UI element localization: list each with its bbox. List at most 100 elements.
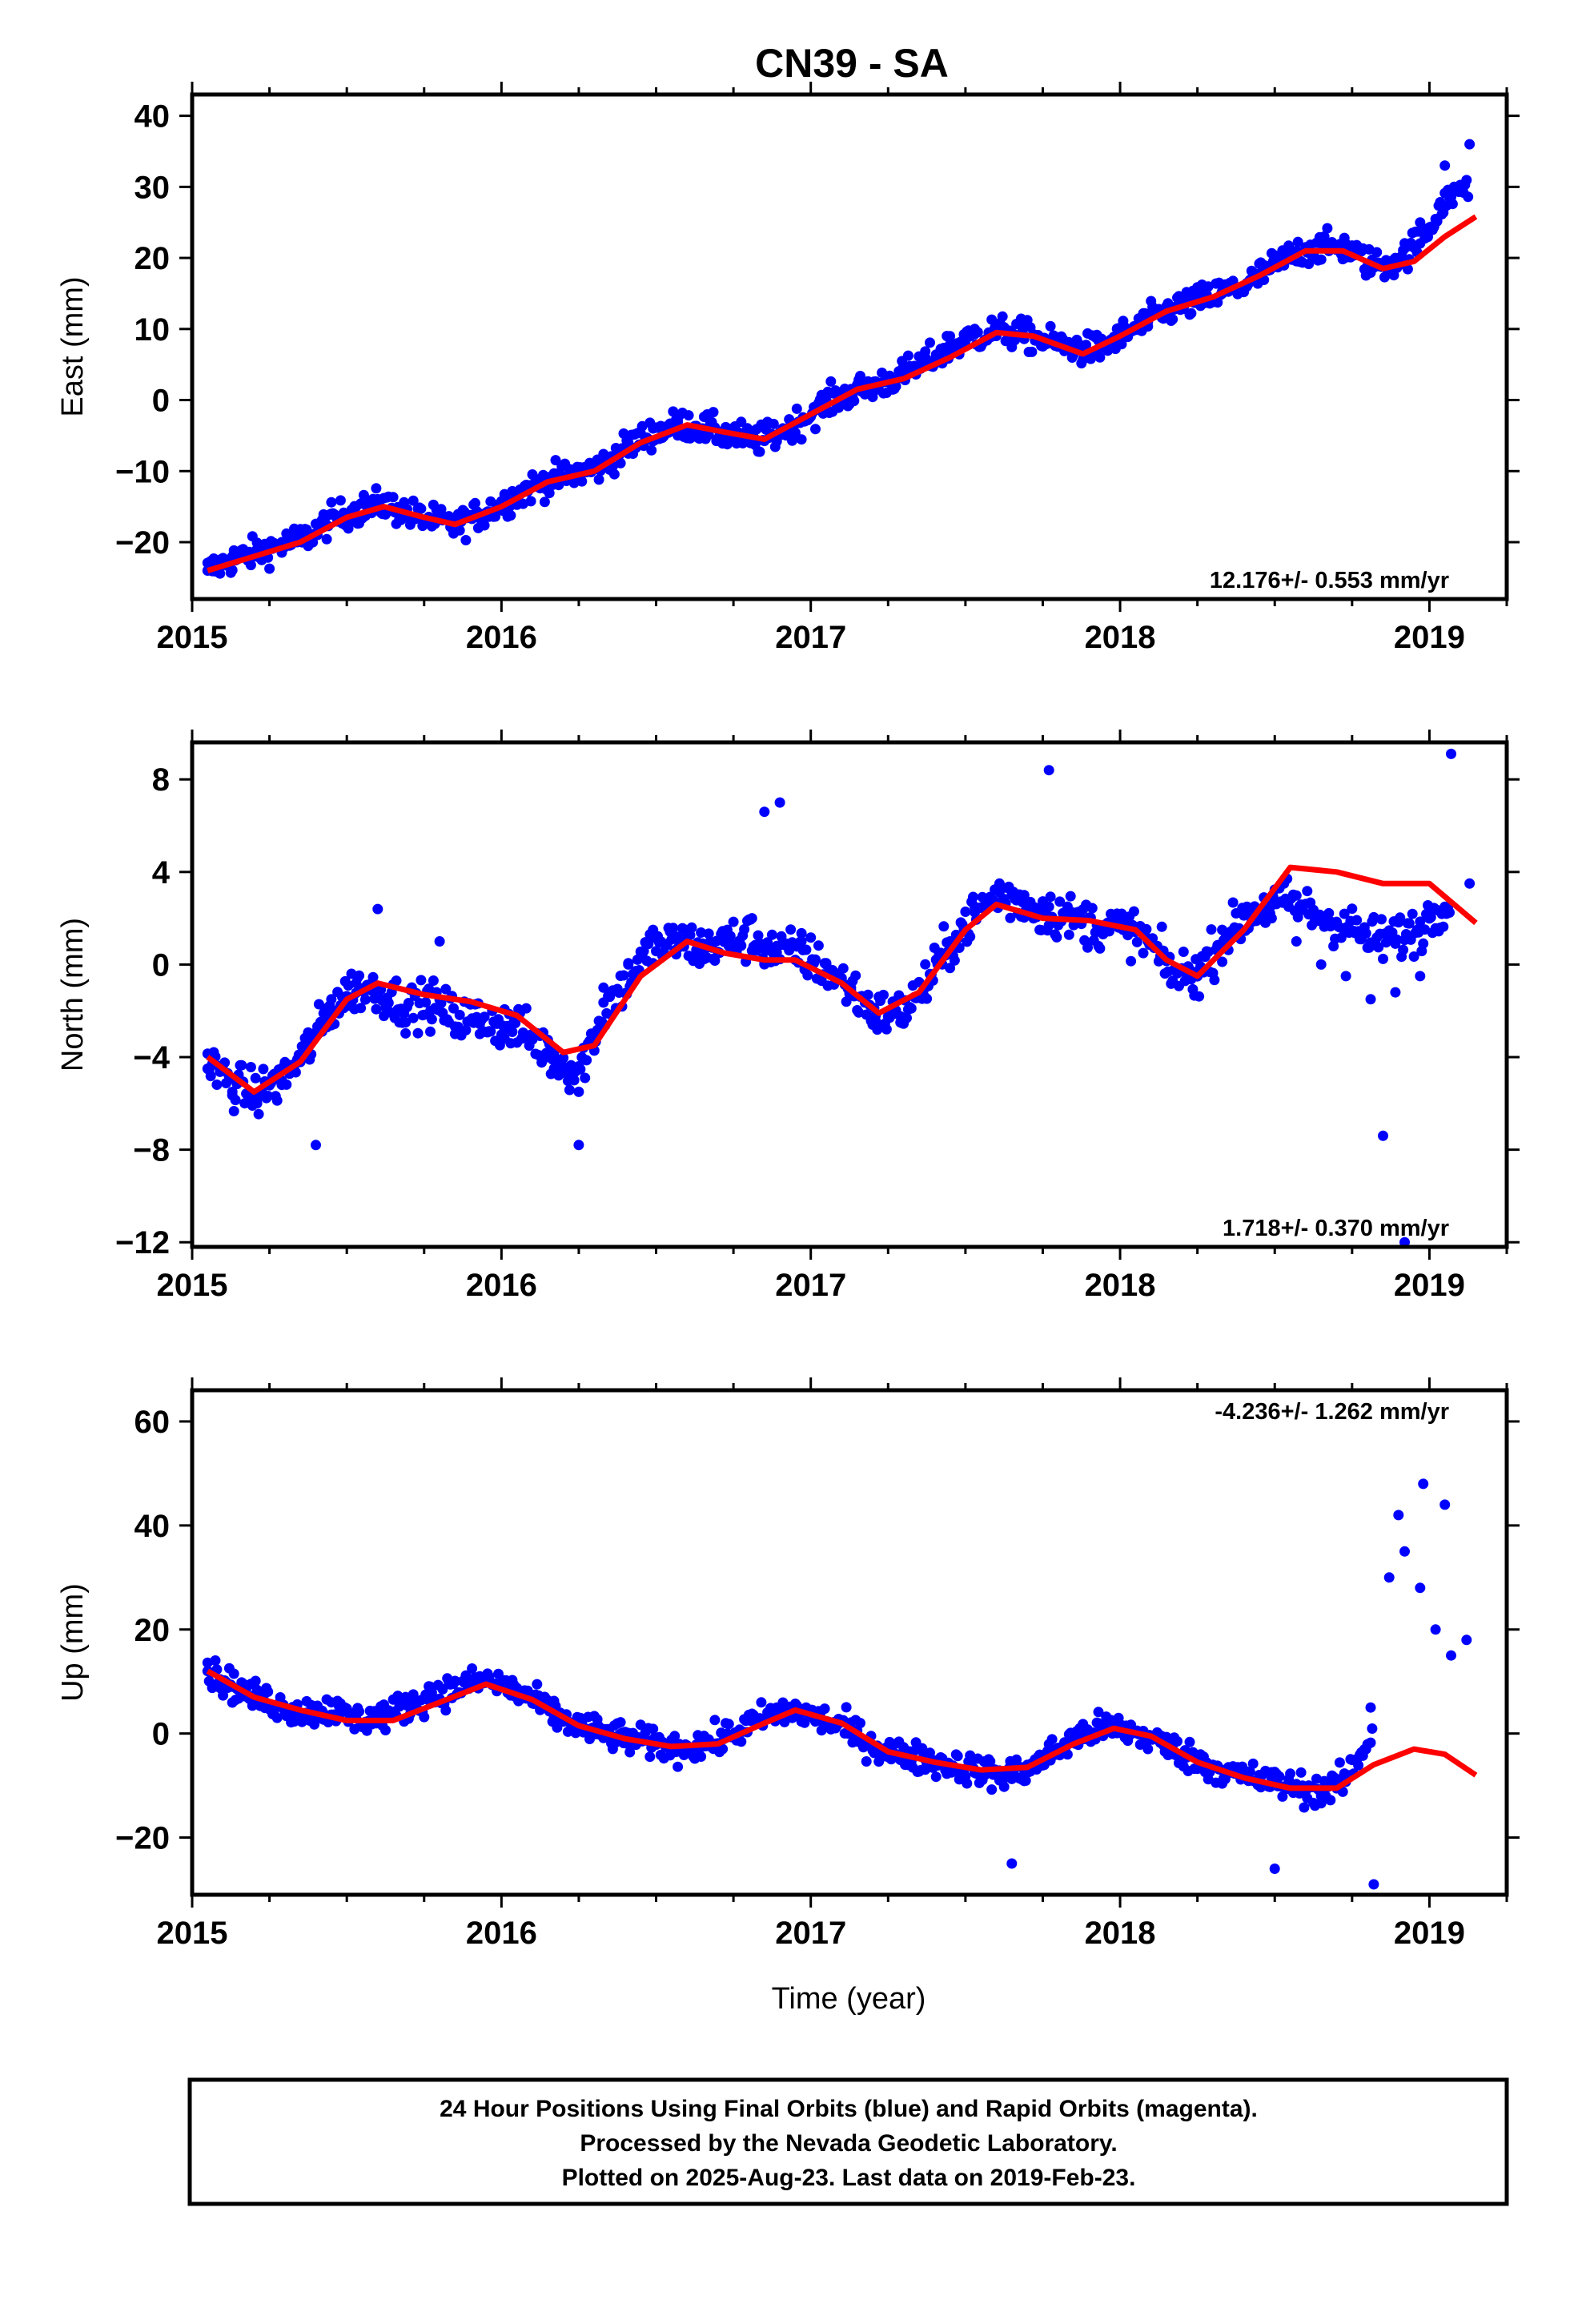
data-point (998, 1781, 1010, 1792)
data-point (1178, 947, 1189, 957)
data-point (830, 385, 841, 396)
data-point (580, 1072, 591, 1084)
data-point (1351, 915, 1363, 926)
data-point (920, 959, 931, 970)
y-tick-label: −20 (115, 525, 170, 561)
data-point (810, 954, 821, 965)
data-point (1339, 908, 1350, 919)
data-point (544, 488, 555, 499)
data-point (1093, 1707, 1104, 1718)
data-point (253, 1108, 264, 1120)
data-point (355, 1003, 367, 1014)
data-point (1464, 878, 1476, 889)
data-point (805, 932, 817, 943)
data-point (794, 936, 805, 947)
data-point (841, 996, 852, 1007)
data-point (479, 520, 490, 531)
data-point (425, 1026, 436, 1037)
plot-area (202, 1478, 1478, 1890)
data-point (1447, 199, 1458, 210)
data-point (1264, 908, 1275, 919)
data-point (855, 1718, 865, 1729)
data-point (1051, 931, 1062, 943)
data-point (841, 1702, 852, 1713)
data-point (799, 1717, 810, 1728)
data-point (901, 1012, 912, 1023)
data-point (1247, 1758, 1259, 1769)
data-point (668, 923, 679, 934)
data-point (1444, 907, 1455, 918)
data-point (1353, 1759, 1364, 1771)
y-tick-label: 40 (135, 99, 171, 135)
y-tick-label: −20 (115, 1821, 170, 1856)
data-point (250, 1072, 261, 1084)
data-point (725, 931, 736, 942)
data-point (952, 1751, 963, 1762)
data-point (739, 924, 750, 935)
rate-label: 12.176+/- 0.553 mm/yr (1210, 568, 1449, 593)
data-point (723, 1719, 734, 1730)
footer-line-2: Processed by the Nevada Geodetic Laborat… (580, 2130, 1117, 2157)
data-point (1126, 955, 1137, 967)
data-point (644, 1751, 656, 1763)
y-tick-label: −10 (115, 454, 170, 489)
data-point (646, 444, 657, 456)
data-point (426, 1014, 437, 1025)
data-point (624, 1747, 636, 1758)
data-point (759, 806, 770, 818)
data-point (608, 468, 620, 480)
data-point (1403, 918, 1415, 929)
data-point (1020, 1775, 1031, 1786)
data-point (264, 563, 275, 574)
data-point (867, 392, 878, 403)
data-point (371, 1003, 382, 1015)
data-point (1285, 1768, 1296, 1779)
data-point (1371, 247, 1383, 258)
data-point (218, 1690, 229, 1701)
data-point (416, 975, 427, 986)
data-point (736, 1736, 747, 1747)
data-point (227, 565, 238, 576)
data-point (1383, 1572, 1395, 1583)
y-tick-label: 0 (152, 384, 170, 419)
data-point (564, 1084, 575, 1096)
data-point (925, 1747, 935, 1759)
data-point (575, 1063, 586, 1075)
data-point (774, 797, 785, 808)
y-tick-label: 40 (135, 1509, 171, 1544)
data-point (736, 940, 747, 951)
data-point (754, 446, 765, 457)
data-point (787, 435, 797, 446)
data-point (1402, 263, 1413, 275)
plot-frame (190, 740, 1509, 1249)
data-point (408, 1012, 419, 1023)
data-point (920, 346, 931, 357)
data-point (263, 1687, 274, 1697)
data-point (1141, 923, 1152, 935)
data-point (354, 1706, 365, 1717)
data-point (949, 955, 960, 966)
data-point (1128, 906, 1139, 917)
y-tick-label: −4 (133, 1040, 170, 1076)
data-point (210, 1655, 221, 1666)
panels: 2015 2016 2017 2018 2019−20−10010203040East … (56, 82, 1520, 1951)
data-point (460, 1670, 472, 1681)
data-point (921, 993, 933, 1004)
data-point (326, 497, 337, 508)
data-point (686, 922, 697, 933)
data-point (321, 533, 332, 545)
data-point (540, 1047, 552, 1059)
data-point (825, 376, 837, 387)
data-point (938, 921, 950, 932)
data-point (251, 1098, 263, 1109)
x-tick-label: 2017 (775, 1916, 846, 1951)
data-point (490, 511, 501, 522)
y-tick-label: 20 (135, 1613, 171, 1648)
x-tick-label: 2019 (1394, 620, 1465, 655)
data-point (416, 503, 427, 514)
y-tick-label: 0 (152, 947, 170, 983)
data-point (1399, 1546, 1410, 1557)
data-point (391, 975, 402, 987)
data-point (1390, 987, 1401, 998)
data-point (420, 997, 432, 1008)
